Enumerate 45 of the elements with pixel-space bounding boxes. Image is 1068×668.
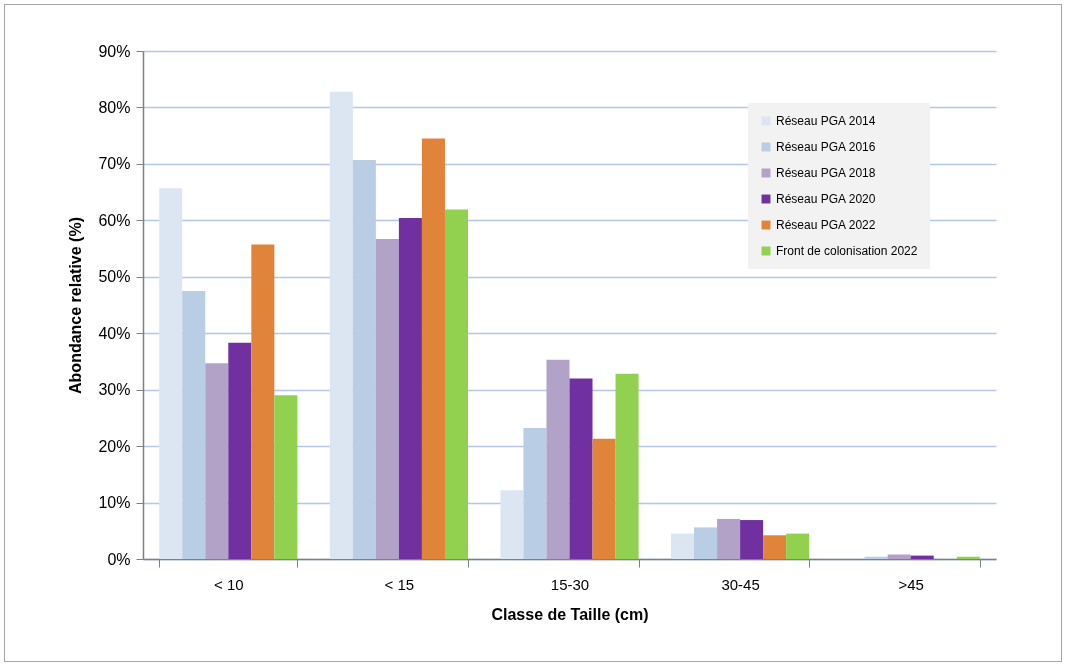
bar: [740, 520, 764, 559]
bar: [228, 342, 252, 559]
y-tick-label: 50%: [98, 268, 131, 286]
y-tick-label: 40%: [98, 324, 131, 342]
x-tick-label: 15-30: [550, 575, 590, 593]
x-tick-label: >45: [898, 575, 924, 593]
legend-label: Réseau PGA 2016: [776, 140, 876, 154]
y-tick-label: 0%: [107, 550, 131, 568]
legend-label: Front de colonisation 2022: [776, 244, 918, 258]
bar: [251, 244, 275, 559]
bar: [375, 238, 399, 559]
x-axis-title: Classe de Taille (cm): [491, 605, 649, 623]
x-tick-label: < 10: [213, 575, 244, 593]
bar: [887, 554, 911, 559]
bar: [569, 378, 593, 559]
bar: [500, 490, 524, 559]
y-tick-label: 20%: [98, 437, 131, 455]
bar: [398, 218, 422, 559]
x-tick-label: < 15: [384, 575, 415, 593]
x-tick-label: 30-45: [721, 575, 760, 593]
y-tick-label: 70%: [98, 155, 131, 173]
legend-label: Réseau PGA 2020: [776, 192, 876, 206]
bar: [615, 373, 639, 559]
bar: [786, 533, 810, 559]
legend-label: Réseau PGA 2014: [776, 114, 876, 128]
bar: [717, 518, 741, 559]
bar: [421, 138, 445, 559]
bar: [592, 438, 616, 559]
y-axis-title: Abondance relative (%): [67, 217, 85, 394]
y-tick-label: 60%: [98, 211, 131, 229]
bar: [671, 533, 695, 559]
bar: [205, 363, 229, 559]
y-tick-label: 10%: [98, 494, 131, 512]
bar: [694, 527, 718, 559]
bar: [763, 535, 787, 559]
bar: [274, 395, 298, 559]
legend-label: Réseau PGA 2022: [776, 218, 876, 232]
bar: [546, 359, 570, 559]
y-tick-label: 90%: [98, 42, 131, 60]
bar: [444, 209, 468, 559]
y-tick-label: 80%: [98, 98, 131, 116]
bar: [329, 91, 353, 559]
y-tick-label: 30%: [98, 381, 131, 399]
legend-label: Réseau PGA 2018: [776, 166, 876, 180]
bar: [159, 188, 183, 559]
